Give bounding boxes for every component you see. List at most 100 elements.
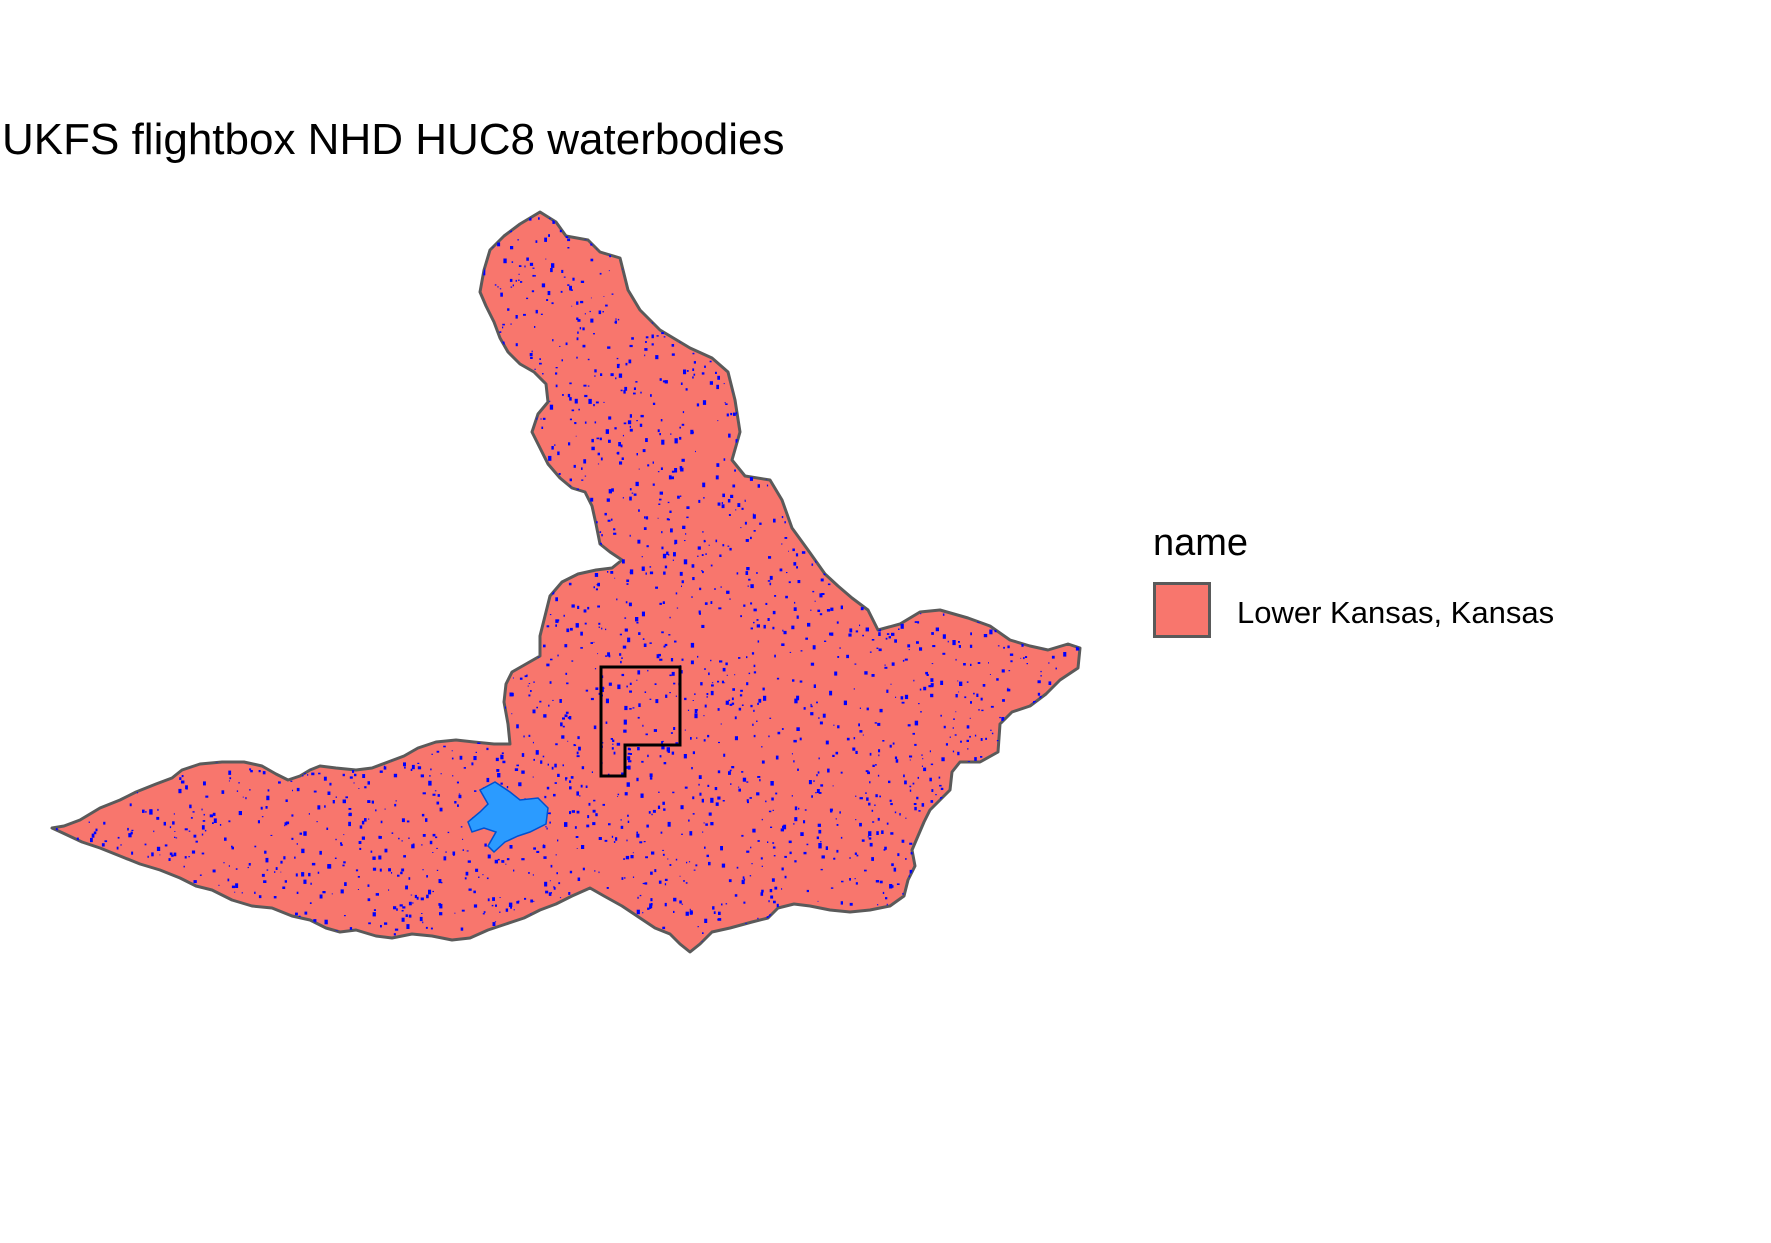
waterbody-speck <box>708 812 712 816</box>
waterbody-speck <box>866 707 869 711</box>
waterbody-speck <box>756 257 758 260</box>
waterbody-speck <box>593 641 595 643</box>
waterbody-speck <box>1009 922 1012 926</box>
waterbody-speck <box>125 352 130 357</box>
waterbody-speck <box>153 744 156 748</box>
waterbody-speck <box>138 306 142 312</box>
waterbody-speck <box>326 434 329 437</box>
waterbody-speck <box>775 396 778 400</box>
waterbody-speck <box>778 354 781 359</box>
waterbody-speck <box>226 496 228 498</box>
waterbody-speck <box>911 326 914 329</box>
waterbody-speck <box>751 317 753 320</box>
waterbody-speck <box>161 273 164 277</box>
waterbody-speck <box>1036 944 1039 947</box>
waterbody-speck <box>252 938 255 941</box>
waterbody-speck <box>663 336 666 338</box>
waterbody-speck <box>277 620 281 624</box>
waterbody-speck <box>1032 234 1036 237</box>
waterbody-speck <box>668 554 670 556</box>
waterbody-speck <box>218 649 220 652</box>
waterbody-speck <box>827 583 831 586</box>
waterbody-speck <box>1008 670 1011 672</box>
waterbody-speck <box>930 572 934 576</box>
waterbody-speck <box>1039 890 1042 894</box>
waterbody-speck <box>366 384 370 387</box>
waterbody-speck <box>184 856 187 859</box>
waterbody-speck <box>909 213 911 215</box>
waterbody-speck <box>240 354 244 357</box>
waterbody-speck <box>312 648 315 652</box>
waterbody-speck <box>1023 657 1025 660</box>
waterbody-speck <box>1037 535 1040 539</box>
waterbody-speck <box>863 308 867 312</box>
waterbody-speck <box>817 284 820 287</box>
waterbody-speck <box>186 234 188 236</box>
waterbody-speck <box>87 575 90 579</box>
waterbody-speck <box>297 660 300 665</box>
waterbody-speck <box>775 792 778 795</box>
waterbody-speck <box>236 605 240 608</box>
waterbody-speck <box>516 764 519 767</box>
waterbody-speck <box>142 809 145 813</box>
waterbody-speck <box>575 907 578 910</box>
waterbody-speck <box>1008 263 1011 267</box>
waterbody-speck <box>992 936 994 939</box>
waterbody-speck <box>292 620 296 624</box>
waterbody-speck <box>475 751 477 753</box>
waterbody-speck <box>930 693 934 698</box>
waterbody-speck <box>347 303 351 305</box>
waterbody-speck <box>632 876 635 878</box>
waterbody-speck <box>431 432 434 435</box>
waterbody-speck <box>509 845 513 849</box>
waterbody-speck <box>566 682 569 685</box>
waterbody-speck <box>638 703 641 707</box>
waterbody-speck <box>502 671 504 673</box>
waterbody-speck <box>213 750 216 752</box>
waterbody-speck <box>989 384 993 388</box>
waterbody-speck <box>849 878 851 881</box>
waterbody-speck <box>897 566 900 568</box>
waterbody-speck <box>128 833 132 838</box>
waterbody-speck <box>772 610 776 615</box>
waterbody-speck <box>561 269 564 273</box>
waterbody-speck <box>909 360 911 363</box>
waterbody-speck <box>350 554 353 557</box>
waterbody-speck <box>462 386 466 390</box>
waterbody-speck <box>283 624 287 628</box>
waterbody-speck <box>657 517 659 519</box>
waterbody-speck <box>340 842 343 845</box>
waterbody-speck <box>504 706 506 709</box>
waterbody-speck <box>668 953 670 955</box>
waterbody-speck <box>939 264 942 266</box>
waterbody-speck <box>988 535 992 539</box>
waterbody-speck <box>1008 822 1010 824</box>
waterbody-speck <box>1001 717 1005 721</box>
waterbody-speck <box>942 254 946 257</box>
waterbody-speck <box>1075 610 1079 614</box>
waterbody-speck <box>52 780 54 784</box>
waterbody-speck <box>830 462 833 464</box>
waterbody-speck <box>268 396 271 400</box>
waterbody-speck <box>272 458 274 460</box>
waterbody-speck <box>794 817 798 822</box>
waterbody-speck <box>864 423 867 425</box>
waterbody-speck <box>221 469 224 474</box>
waterbody-speck <box>633 493 637 496</box>
waterbody-speck <box>195 840 198 843</box>
waterbody-speck <box>456 781 459 784</box>
waterbody-speck <box>88 554 92 558</box>
waterbody-speck <box>686 230 690 235</box>
waterbody-speck <box>983 551 986 553</box>
waterbody-speck <box>746 799 749 802</box>
waterbody-speck <box>228 431 230 433</box>
waterbody-speck <box>760 892 764 896</box>
waterbody-speck <box>926 673 929 676</box>
waterbody-speck <box>725 662 728 666</box>
waterbody-speck <box>63 279 68 282</box>
waterbody-speck <box>227 878 230 882</box>
waterbody-speck <box>598 310 602 315</box>
waterbody-speck <box>108 212 111 213</box>
waterbody-speck <box>636 909 640 915</box>
waterbody-speck <box>420 774 424 778</box>
